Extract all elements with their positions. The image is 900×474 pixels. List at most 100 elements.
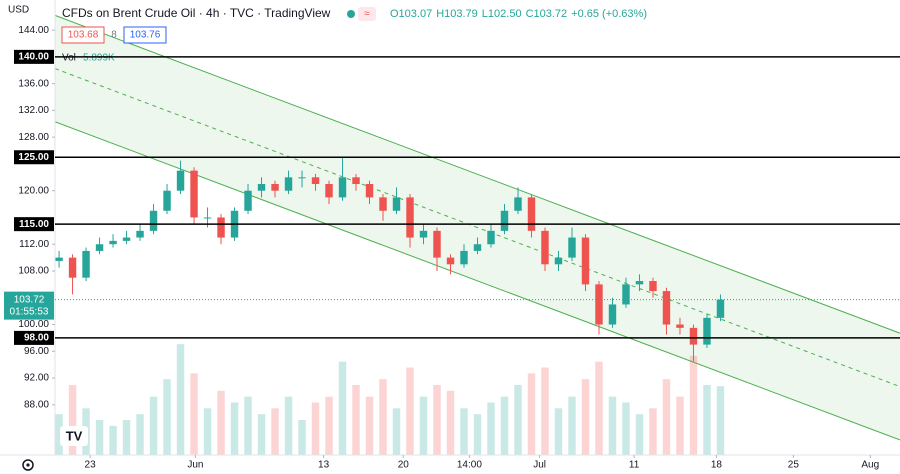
candle-body bbox=[554, 257, 563, 265]
level-label-box bbox=[14, 150, 54, 165]
bid: 103.68 bbox=[68, 30, 99, 41]
candle-body bbox=[568, 237, 576, 258]
volume-bar bbox=[55, 414, 63, 455]
candle-body bbox=[244, 190, 252, 211]
candle-body bbox=[271, 184, 279, 191]
volume-bar bbox=[433, 385, 441, 455]
volume-bar bbox=[257, 414, 266, 455]
volume-bar bbox=[514, 385, 522, 455]
volume-bar bbox=[689, 355, 698, 455]
volume-bar bbox=[338, 361, 347, 455]
level-label: 98.00 bbox=[24, 333, 49, 344]
volume-bar bbox=[716, 386, 725, 455]
y-tick-label: 136.00 bbox=[18, 78, 49, 89]
volume-bar bbox=[500, 396, 509, 455]
legend-item: +0.65 (+0.63%) bbox=[571, 8, 647, 20]
y-tick-label: 96.00 bbox=[24, 346, 49, 357]
candle-body bbox=[514, 197, 522, 211]
channel-median bbox=[54, 68, 900, 388]
y-tick-label: 144.00 bbox=[18, 25, 49, 36]
candle-body bbox=[365, 184, 374, 198]
volume-bar bbox=[635, 414, 644, 455]
x-tick-label: 18 bbox=[711, 460, 723, 471]
volume-bar bbox=[554, 408, 563, 455]
candle-body bbox=[716, 299, 725, 318]
volume-bar bbox=[163, 379, 171, 455]
channel-upper bbox=[54, 14, 900, 334]
volume-bar bbox=[568, 396, 576, 455]
volume-label: Vol bbox=[62, 53, 76, 64]
candle-body bbox=[55, 257, 63, 261]
chart-title: CFDs on Brent Crude Oil · 4h · TVC · Tra… bbox=[62, 6, 331, 20]
ohlc-legend: O103.07 H103.79 L102.50 C103.72 +0.65 (+0.63… bbox=[390, 8, 647, 20]
legend-item: H103.79 bbox=[436, 8, 478, 20]
level-label-box bbox=[14, 49, 54, 64]
candle-body bbox=[311, 177, 320, 185]
candle-body bbox=[635, 281, 644, 285]
volume-bar bbox=[176, 344, 185, 455]
volume-bar bbox=[581, 379, 590, 455]
legend-item: O103.07 bbox=[390, 8, 432, 20]
volume-bar bbox=[95, 420, 104, 455]
candle-body bbox=[109, 240, 117, 245]
volume-bar bbox=[676, 396, 684, 455]
candle-body bbox=[595, 284, 603, 325]
volume-bar bbox=[446, 390, 455, 455]
candle-body bbox=[338, 177, 347, 198]
countdown: 01:55:53 bbox=[10, 306, 49, 317]
volume-bar bbox=[298, 420, 306, 455]
indicator-icon-glyph: ≈ bbox=[364, 9, 370, 20]
candle-body bbox=[392, 197, 401, 211]
candle-body bbox=[284, 177, 293, 191]
volume-bar bbox=[622, 402, 630, 455]
volume-bar bbox=[487, 402, 495, 455]
candle-body bbox=[608, 304, 617, 325]
indicator-icon[interactable] bbox=[358, 7, 376, 21]
volume-bar bbox=[122, 420, 131, 455]
level-label: 140.00 bbox=[18, 52, 49, 63]
candle-body bbox=[298, 177, 306, 179]
volume-bar bbox=[136, 414, 144, 455]
candle-body bbox=[379, 197, 387, 211]
volume-bar bbox=[460, 408, 468, 455]
volume-bar bbox=[284, 396, 293, 455]
plot-area bbox=[54, 14, 900, 455]
volume-bar bbox=[244, 396, 252, 455]
y-tick-label: 128.00 bbox=[18, 132, 49, 143]
candle-body bbox=[122, 237, 131, 241]
candle-body bbox=[217, 217, 225, 238]
volume-bar bbox=[203, 408, 212, 455]
candle-body bbox=[446, 257, 455, 265]
volume-bar bbox=[473, 414, 482, 455]
volume-bar bbox=[541, 367, 549, 455]
volume-bar bbox=[703, 385, 711, 455]
settings-icon[interactable] bbox=[22, 459, 34, 471]
last-price-label: 103.72 bbox=[14, 294, 45, 305]
x-tick-label: 23 bbox=[85, 460, 97, 471]
ask-box[interactable] bbox=[123, 26, 167, 44]
y-tick-label: 88.00 bbox=[24, 399, 49, 410]
candle-body bbox=[136, 230, 144, 238]
bid-box[interactable] bbox=[61, 26, 105, 44]
candle-body bbox=[460, 250, 468, 265]
candle-body bbox=[527, 197, 536, 231]
level-label: 115.00 bbox=[19, 219, 49, 230]
volume-bar bbox=[68, 385, 77, 455]
volume-bar bbox=[527, 373, 536, 455]
volume-bar bbox=[352, 385, 360, 455]
volume-bar bbox=[406, 367, 414, 455]
status-dot bbox=[347, 10, 355, 18]
legend-item: C103.72 bbox=[526, 8, 568, 20]
candle-body bbox=[352, 177, 360, 185]
volume-bar bbox=[149, 396, 158, 455]
volume-bar bbox=[109, 425, 117, 455]
candle-body bbox=[68, 257, 77, 278]
candle-body bbox=[406, 197, 414, 238]
candle-body bbox=[82, 250, 90, 278]
candle-body bbox=[149, 210, 158, 231]
y-tick-label: 120.00 bbox=[18, 185, 49, 196]
volume-bar bbox=[230, 402, 239, 455]
x-tick-label: 13 bbox=[318, 460, 330, 471]
candle-body bbox=[581, 237, 590, 285]
